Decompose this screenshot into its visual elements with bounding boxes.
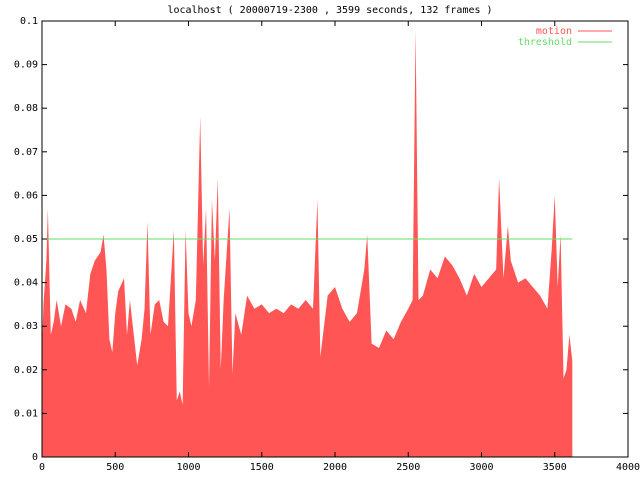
x-tick-label: 3000: [469, 462, 493, 473]
y-tick-label: 0.03: [14, 321, 38, 332]
y-tick-label: 0.05: [14, 234, 38, 245]
x-tick-label: 1500: [250, 462, 274, 473]
y-tick-label: 0.07: [14, 147, 38, 158]
x-tick-label: 3500: [543, 462, 567, 473]
x-tick-label: 2000: [323, 462, 347, 473]
legend-label: motion: [536, 26, 572, 37]
y-tick-label: 0.09: [14, 60, 38, 71]
y-tick-label: 0.04: [14, 278, 38, 289]
y-tick-label: 0.06: [14, 190, 38, 201]
y-tick-label: 0.01: [14, 408, 38, 419]
motion-area: [42, 29, 573, 457]
x-tick-label: 4000: [616, 462, 640, 473]
x-tick-label: 2500: [396, 462, 420, 473]
legend-label: threshold: [518, 37, 572, 48]
x-tick-label: 0: [39, 462, 45, 473]
y-tick-label: 0.1: [20, 16, 38, 27]
y-tick-label: 0.02: [14, 365, 38, 376]
y-tick-label: 0.08: [14, 103, 38, 114]
x-tick-label: 1000: [176, 462, 200, 473]
x-tick-label: 500: [106, 462, 124, 473]
y-tick-label: 0: [32, 452, 38, 463]
chart-title: localhost ( 20000719-2300 , 3599 seconds…: [167, 5, 492, 16]
